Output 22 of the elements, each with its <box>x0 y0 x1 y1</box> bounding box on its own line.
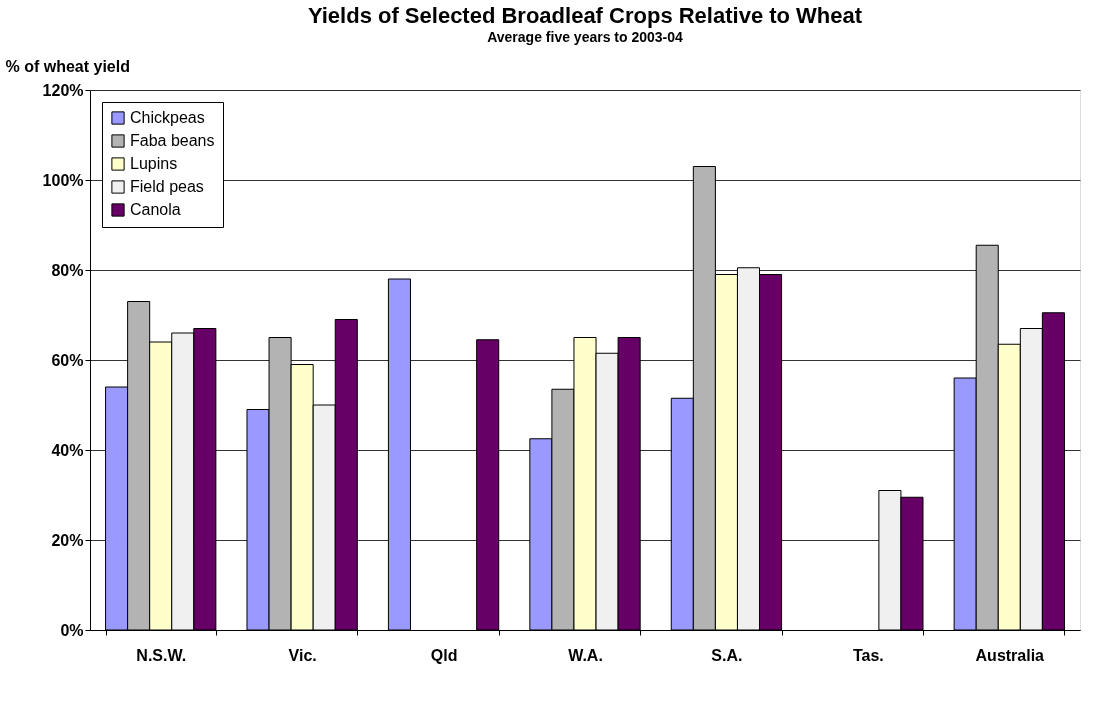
chart-subtitle: Average five years to 2003-04 <box>487 29 684 45</box>
y-tick-label: 120% <box>42 81 84 99</box>
legend-label: Lupins <box>130 155 178 172</box>
y-tick-label: 40% <box>51 441 84 459</box>
legend-label: Field peas <box>130 178 204 195</box>
x-tick-label: Vic. <box>288 646 317 664</box>
y-tick-label: 20% <box>51 531 84 549</box>
legend-label: Faba beans <box>130 132 215 149</box>
x-tick-label: Tas. <box>852 646 884 664</box>
y-axis-title: % of wheat yield <box>5 57 130 75</box>
y-tick-label: 0% <box>60 621 84 639</box>
legend-label: Canola <box>130 201 181 218</box>
chart-title: Yields of Selected Broadleaf Crops Relative to Wheat <box>307 3 863 28</box>
x-tick-label: S.A. <box>711 646 743 664</box>
x-tick-label: W.A. <box>568 646 603 664</box>
legend-label: Chickpeas <box>130 109 205 126</box>
x-tick-label: N.S.W. <box>136 646 187 664</box>
y-tick-label: 60% <box>51 351 84 369</box>
x-tick-label: Australia <box>975 646 1045 664</box>
y-tick-label: 80% <box>51 261 84 279</box>
x-tick-label: Qld <box>430 646 458 664</box>
y-tick-label: 100% <box>42 171 84 189</box>
